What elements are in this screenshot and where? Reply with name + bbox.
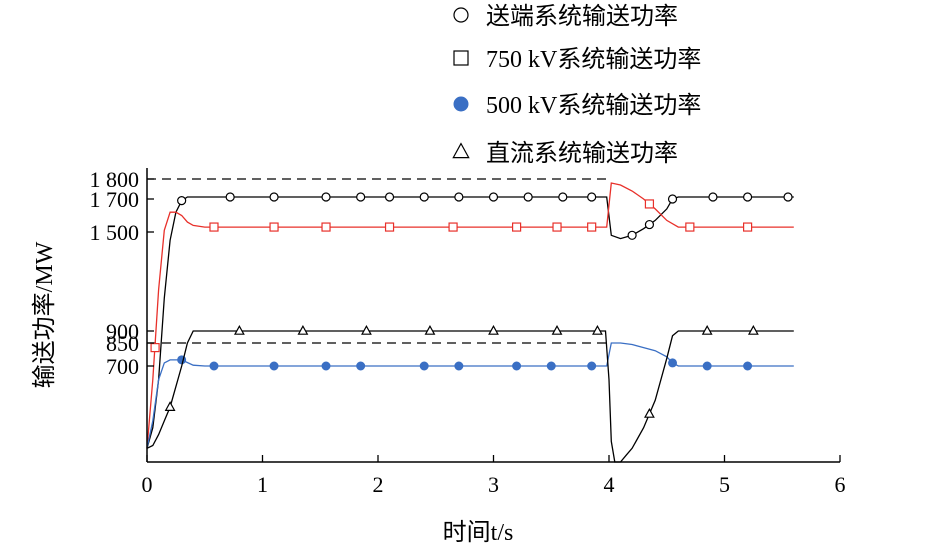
series-marker-0 (225, 192, 235, 202)
legend-entry-0: 送端系统输送功率 (453, 3, 678, 30)
series-marker-0 (177, 196, 187, 206)
legend-label-0: 送端系统输送功率 (486, 3, 678, 30)
series-marker-1 (150, 343, 160, 353)
series-marker-2 (668, 358, 678, 368)
series-marker-0 (627, 230, 637, 240)
x-axis-title: 时间t/s (443, 519, 514, 546)
series-marker-2 (419, 361, 429, 371)
series-marker-3 (551, 324, 563, 335)
series-marker-1 (552, 222, 562, 232)
series-marker-0 (708, 192, 718, 202)
legend-marker-2 (453, 96, 469, 112)
x-axis: 0 1 2 3 4 5 6 (142, 455, 846, 497)
series-0 (146, 192, 794, 449)
series-marker-3 (233, 324, 245, 335)
series-marker-2 (546, 361, 556, 371)
series-marker-3 (297, 324, 309, 335)
series-marker-1 (511, 222, 522, 232)
series-marker-0 (783, 192, 793, 202)
series-marker-0 (667, 194, 678, 204)
x-tick-label: 4 (604, 472, 615, 497)
legend-entry-1: 750 kV系统输送功率 (453, 46, 701, 73)
series-marker-0 (321, 192, 331, 202)
series-marker-3 (747, 324, 759, 335)
series-marker-2 (454, 361, 464, 371)
series-marker-1 (209, 222, 219, 232)
series-marker-0 (356, 192, 366, 202)
x-tick-label: 1 (257, 472, 268, 497)
y-tick-label: 700 (106, 354, 139, 379)
series-marker-0 (384, 192, 395, 202)
series-marker-1 (587, 222, 597, 232)
series-marker-3 (361, 324, 372, 335)
legend-label-3: 直流系统输送功率 (486, 140, 678, 167)
series-marker-3 (644, 407, 655, 418)
legend-entry-2: 500 kV系统输送功率 (453, 92, 701, 119)
series-line-1 (146, 182, 794, 449)
y-tick-label: 1 500 (90, 220, 140, 245)
series-marker-3 (592, 324, 603, 335)
series-marker-2 (702, 361, 712, 371)
series-line-0 (146, 196, 794, 449)
series-marker-2 (321, 361, 331, 371)
series-marker-0 (587, 192, 597, 202)
x-tick-label: 0 (142, 472, 153, 497)
series-marker-1 (321, 222, 331, 232)
series-marker-2 (587, 361, 597, 371)
series-marker-0 (454, 192, 464, 202)
series-marker-2 (356, 361, 366, 371)
series-marker-1 (269, 222, 279, 232)
series-marker-0 (523, 192, 533, 202)
y-tick-label: 850 (106, 331, 139, 356)
series-marker-2 (512, 361, 522, 371)
legend-label-2: 500 kV系统输送功率 (486, 92, 701, 119)
series-marker-0 (644, 219, 655, 230)
series-marker-3 (701, 324, 713, 335)
series-marker-0 (742, 192, 753, 202)
legend-entry-3: 直流系统输送功率 (452, 140, 678, 167)
series-marker-1 (685, 222, 695, 232)
series-1 (146, 182, 794, 449)
series-marker-0 (419, 192, 429, 202)
series-marker-2 (743, 361, 753, 371)
series-marker-3 (424, 324, 436, 335)
y-tick-label: 1 700 (90, 187, 140, 212)
series-marker-2 (269, 361, 279, 371)
series-marker-2 (209, 361, 219, 371)
series-3 (146, 324, 794, 463)
series-marker-3 (164, 401, 176, 411)
x-tick-label: 6 (835, 472, 846, 497)
legend-marker-1 (453, 50, 469, 66)
legend-marker-0 (453, 7, 469, 23)
series-marker-0 (558, 192, 568, 202)
y-tick-label: 1 800 (90, 167, 140, 192)
y-axis-title: 输送功率/MW (31, 241, 58, 388)
legend-label-1: 750 kV系统输送功率 (486, 46, 701, 73)
series-marker-1 (742, 222, 753, 232)
series-marker-1 (384, 222, 395, 232)
legend-marker-3 (452, 142, 470, 159)
series-marker-1 (644, 199, 655, 209)
series-marker-0 (488, 192, 499, 202)
x-tick-label: 2 (373, 472, 384, 497)
x-tick-label: 3 (488, 472, 499, 497)
series-marker-1 (448, 222, 458, 232)
x-tick-label: 5 (719, 472, 730, 497)
series-2 (146, 342, 794, 449)
plot-area (146, 178, 794, 463)
series-line-3 (146, 330, 794, 463)
series-marker-0 (269, 192, 279, 202)
series-marker-3 (488, 324, 499, 335)
y-tick-label: 900 (106, 319, 139, 344)
series-line-2 (146, 342, 794, 449)
